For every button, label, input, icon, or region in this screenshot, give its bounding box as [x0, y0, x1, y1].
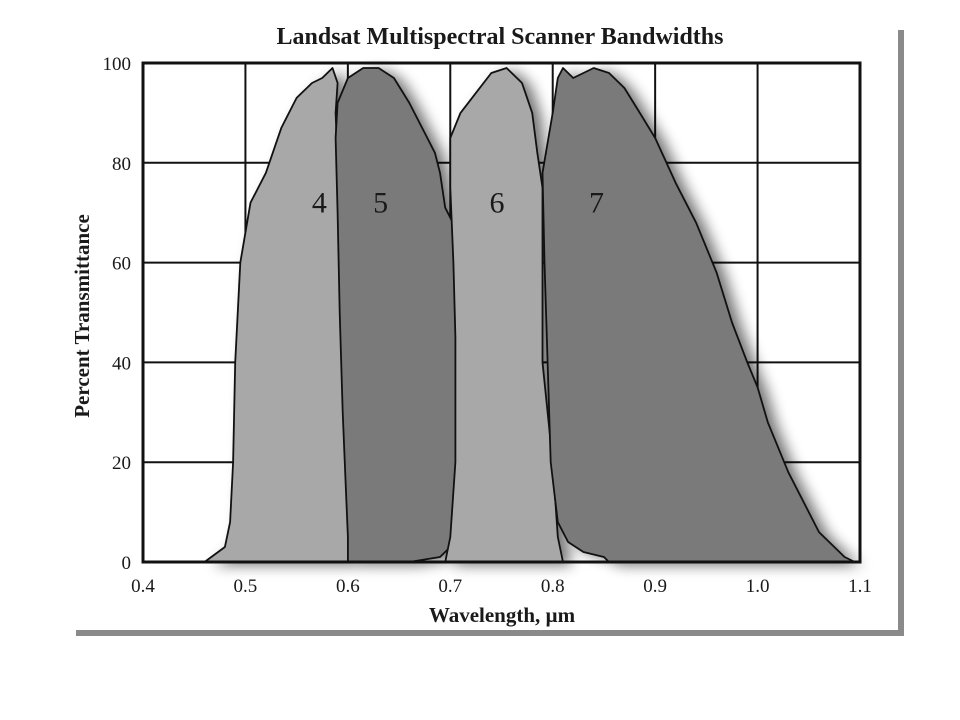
x-tick-label-6: 1.0 [746, 576, 770, 597]
y-tick-label-0: 0 [122, 553, 132, 574]
x-tick-label-3: 0.7 [438, 576, 462, 597]
x-axis-title: Wavelength, µm [429, 603, 576, 627]
x-tick-label-7: 1.1 [848, 576, 872, 597]
x-tick-labels: 0.4 0.5 0.6 0.7 0.8 0.9 1.0 1.1 [131, 576, 872, 597]
y-tick-labels: 0 20 40 60 80 100 [103, 54, 132, 574]
x-tick-label-4: 0.8 [541, 576, 565, 597]
band-labels: 4 5 6 7 [312, 187, 604, 220]
y-tick-label-2: 40 [112, 353, 131, 374]
band-7-label: 7 [589, 187, 604, 220]
y-tick-label-4: 80 [112, 154, 131, 175]
plot-border [141, 61, 862, 564]
chart-title: Landsat Multispectral Scanner Bandwidths [277, 24, 724, 50]
y-tick-label-5: 100 [103, 54, 132, 75]
x-tick-label-1: 0.5 [234, 576, 258, 597]
x-tick-label-0: 0.4 [131, 576, 155, 597]
band-5-label: 5 [373, 187, 388, 220]
y-tick-label-1: 20 [112, 453, 131, 474]
band-areas [203, 67, 856, 563]
x-tick-label-2: 0.6 [336, 576, 360, 597]
y-tick-label-3: 60 [112, 254, 131, 275]
band-7-area [541, 67, 856, 563]
band-4-label: 4 [312, 187, 327, 220]
band-6-label: 6 [490, 187, 505, 220]
y-axis-title: Percent Transmittance [70, 214, 94, 418]
x-tick-label-5: 0.9 [643, 576, 667, 597]
